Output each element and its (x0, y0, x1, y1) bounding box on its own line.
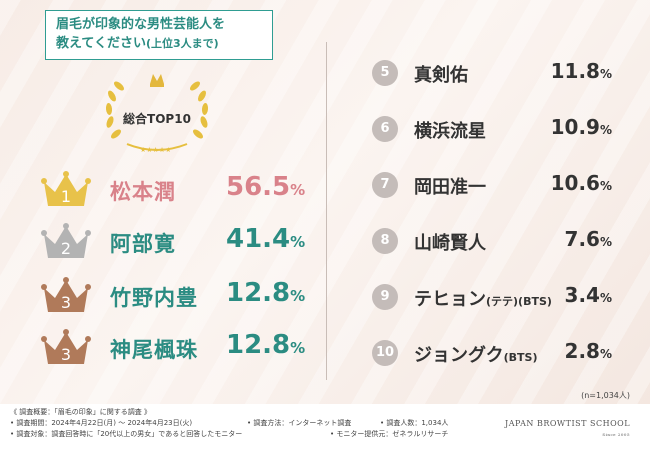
survey-target: • 調査対象：調査回答時に「20代以上の男女」であると回答したモニター (10, 430, 243, 438)
rank-number: 6 (372, 116, 398, 142)
top10-badge: ★★★★★ 総合TOP10 (92, 68, 222, 160)
rank-number: 9 (372, 284, 398, 310)
gold-crown-icon: 1 (41, 171, 91, 206)
rank-name: 岡田准一 (414, 177, 486, 198)
question-line1: 眉毛が印象的な男性芸能人を (56, 17, 226, 32)
rank-name: 山崎賢人 (414, 233, 486, 254)
rank-percent: 10.9% (550, 115, 612, 139)
rank-number: 5 (372, 60, 398, 86)
question-subnote: (上位3人まで) (145, 37, 219, 50)
badge-label: 総合TOP10 (123, 112, 191, 126)
rank-number: 7 (372, 172, 398, 198)
silver-crown-icon: 2 (41, 223, 91, 258)
rank-row-1: 1 松本潤 56.5% (40, 170, 305, 212)
rank-number: 10 (372, 340, 398, 366)
rank-name: テヒョン(テテ)(BTS) (414, 289, 552, 310)
survey-footer: 《 調査概要：「眉毛の印象」に関する調査 》 • 調査期間：2024年4月22日… (0, 404, 650, 450)
rank-percent: 3.4% (564, 283, 612, 307)
rank-row-2: 2 阿部寛 41.4% (40, 222, 305, 264)
rank-row-8: 8 山崎賢人 7.6% (372, 224, 622, 260)
rank-percent: 10.6% (550, 171, 612, 195)
rank-name: ジョングク(BTS) (414, 345, 538, 366)
laurel-icon: ★★★★★ (105, 74, 209, 154)
rank-percent: 56.5% (226, 172, 306, 202)
survey-period: • 調査期間：2024年4月22日(月) ～ 2024年4月23日(火) (10, 419, 193, 427)
rank-name: 横浜流星 (414, 121, 486, 142)
bronze-crown-icon: 3 (41, 277, 91, 312)
rank-percent: 2.8% (564, 339, 612, 363)
svg-text:3: 3 (61, 293, 71, 312)
brand-logo: JAPAN BROWTIST SCHOOL Since 2005 (505, 418, 630, 440)
rank-name: 阿部寛 (110, 232, 176, 256)
rank-percent: 12.8% (226, 278, 306, 308)
rank-name: 竹野内豊 (110, 286, 198, 310)
rank-row-10: 10 ジョングク(BTS) 2.8% (372, 336, 622, 372)
rank-row-7: 7 岡田准一 10.6% (372, 168, 622, 204)
brand-name: JAPAN BROWTIST SCHOOL (505, 419, 630, 428)
brand-since: Since 2005 (602, 432, 630, 437)
bronze-crown-icon: 3 (41, 329, 91, 364)
column-divider (326, 42, 327, 380)
rank-name: 松本潤 (110, 180, 176, 204)
rank-name: 真剣佑 (414, 65, 468, 86)
survey-question-box: 眉毛が印象的な男性芸能人を 教えてください(上位3人まで) (45, 10, 273, 60)
rank-percent: 7.6% (564, 227, 612, 251)
svg-text:3: 3 (61, 345, 71, 364)
rank-percent: 41.4% (226, 224, 306, 254)
question-line2: 教えてください(上位3人まで) (56, 36, 219, 51)
rank-row-3a: 3 竹野内豊 12.8% (40, 276, 305, 318)
survey-provider: • モニター提供元：ゼネラルリサーチ (330, 430, 449, 438)
svg-text:1: 1 (61, 187, 71, 206)
rank-percent: 11.8% (550, 59, 612, 83)
svg-text:★★★★★: ★★★★★ (140, 146, 171, 154)
sample-size: (n=1,034人) (581, 391, 630, 400)
survey-overview: 《 調査概要：「眉毛の印象」に関する調査 》 (10, 408, 151, 416)
rank-number: 8 (372, 228, 398, 254)
rank-row-6: 6 横浜流星 10.9% (372, 112, 622, 148)
survey-count: • 調査人数：1,034人 (380, 419, 449, 427)
svg-text:2: 2 (61, 239, 71, 258)
rank-percent: 12.8% (226, 330, 306, 360)
rank-row-5: 5 真剣佑 11.8% (372, 56, 622, 92)
survey-method: • 調査方法：インターネット調査 (247, 419, 352, 427)
rank-name: 神尾楓珠 (110, 338, 198, 362)
rank-row-9: 9 テヒョン(テテ)(BTS) 3.4% (372, 280, 622, 316)
rank-row-3b: 3 神尾楓珠 12.8% (40, 328, 305, 370)
